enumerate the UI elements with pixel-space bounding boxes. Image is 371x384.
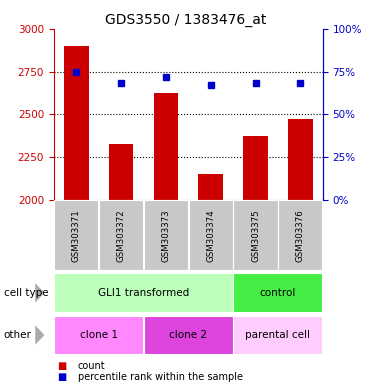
Text: ■: ■ [58,372,67,382]
Text: GSM303374: GSM303374 [206,209,215,262]
Text: GLI1 transformed: GLI1 transformed [98,288,189,298]
Bar [154,93,178,384]
Bar [109,144,133,384]
Bar [64,46,89,384]
Text: GSM303376: GSM303376 [296,209,305,262]
Text: GDS3550 / 1383476_at: GDS3550 / 1383476_at [105,13,266,27]
Text: count: count [78,361,105,371]
Text: cell type: cell type [4,288,48,298]
Text: control: control [260,288,296,298]
Text: parental cell: parental cell [246,330,311,340]
Text: clone 2: clone 2 [169,330,207,340]
Text: GSM303372: GSM303372 [116,209,125,262]
Text: GSM303373: GSM303373 [161,209,170,262]
Text: other: other [4,330,32,340]
Bar [198,174,223,384]
Text: GSM303371: GSM303371 [72,209,81,262]
Text: ■: ■ [58,361,67,371]
Text: GSM303375: GSM303375 [251,209,260,262]
Text: percentile rank within the sample: percentile rank within the sample [78,372,243,382]
Bar [243,136,268,384]
Text: clone 1: clone 1 [80,330,118,340]
Bar [288,119,313,384]
